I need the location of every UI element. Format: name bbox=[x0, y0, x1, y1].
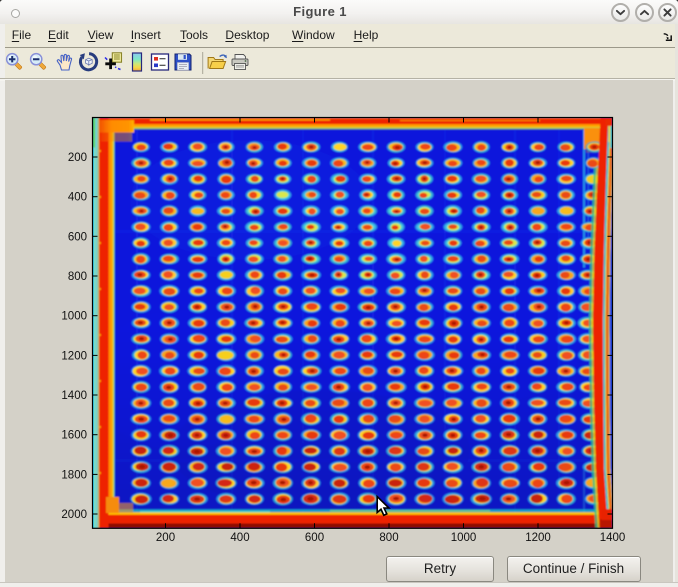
svg-text:1800: 1800 bbox=[61, 469, 87, 481]
svg-text:600: 600 bbox=[305, 532, 324, 544]
svg-text:200: 200 bbox=[156, 532, 175, 544]
svg-text:800: 800 bbox=[379, 532, 398, 544]
svg-text:1200: 1200 bbox=[61, 350, 87, 362]
svg-text:1000: 1000 bbox=[61, 311, 87, 323]
svg-text:200: 200 bbox=[68, 152, 87, 164]
svg-text:1200: 1200 bbox=[525, 532, 551, 544]
svg-text:400: 400 bbox=[230, 532, 249, 544]
svg-text:400: 400 bbox=[68, 192, 87, 204]
svg-text:2000: 2000 bbox=[61, 509, 87, 521]
svg-text:1600: 1600 bbox=[61, 430, 87, 442]
svg-text:800: 800 bbox=[68, 271, 87, 283]
svg-text:1400: 1400 bbox=[61, 390, 87, 402]
svg-text:1000: 1000 bbox=[451, 532, 477, 544]
svg-text:600: 600 bbox=[68, 231, 87, 243]
svg-text:1400: 1400 bbox=[600, 532, 626, 544]
